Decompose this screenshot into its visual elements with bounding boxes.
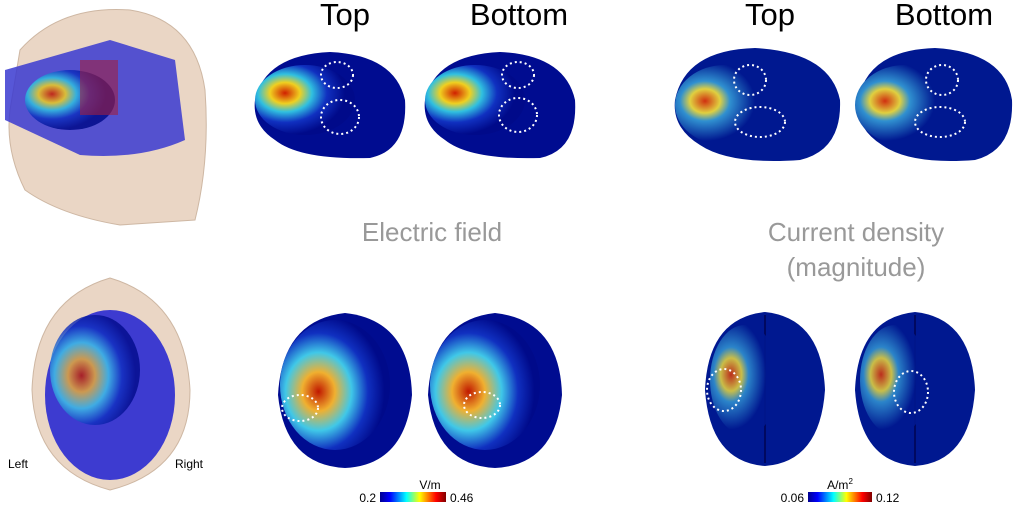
brain-cd-bottom-axial <box>855 312 975 466</box>
brain-ef-top-axial <box>278 313 412 468</box>
brain-ef-bottom-axial <box>428 313 562 468</box>
colorbar-unit: V/m <box>419 478 440 492</box>
section-label: Electric field <box>362 217 502 247</box>
orientation-label: Right <box>175 457 204 471</box>
section-label: (magnitude) <box>787 252 926 282</box>
head-model-side <box>5 9 207 226</box>
unit: A/m <box>827 478 848 492</box>
brain-ef-bottom <box>424 52 576 159</box>
colorbar-gradient <box>808 492 872 502</box>
brain-cd-top <box>674 48 841 161</box>
colorbar-unit: A/m2 <box>827 477 853 492</box>
colorbar-min: 0.06 <box>781 491 805 505</box>
brain-ef-top <box>254 52 406 159</box>
column-header: Top <box>745 0 795 32</box>
unit-exponent: 2 <box>848 477 853 486</box>
colorbar-max: 0.46 <box>450 491 474 505</box>
brain-cd-top-axial <box>705 312 825 466</box>
colorbar-gradient <box>380 492 446 502</box>
colorbar-max: 0.12 <box>876 491 900 505</box>
colorbar: A/m2 0.06 0.12 <box>781 477 900 505</box>
section-label: Current density <box>768 217 944 247</box>
column-header: Bottom <box>470 0 568 32</box>
orientation-label: Left <box>8 457 29 471</box>
brain-cd-bottom <box>855 48 1013 161</box>
column-header: Bottom <box>895 0 993 32</box>
head-model-top <box>31 277 191 491</box>
colorbar-min: 0.2 <box>359 491 376 505</box>
colorbar: V/m 0.2 0.46 <box>359 478 473 505</box>
column-header: Top <box>320 0 370 32</box>
